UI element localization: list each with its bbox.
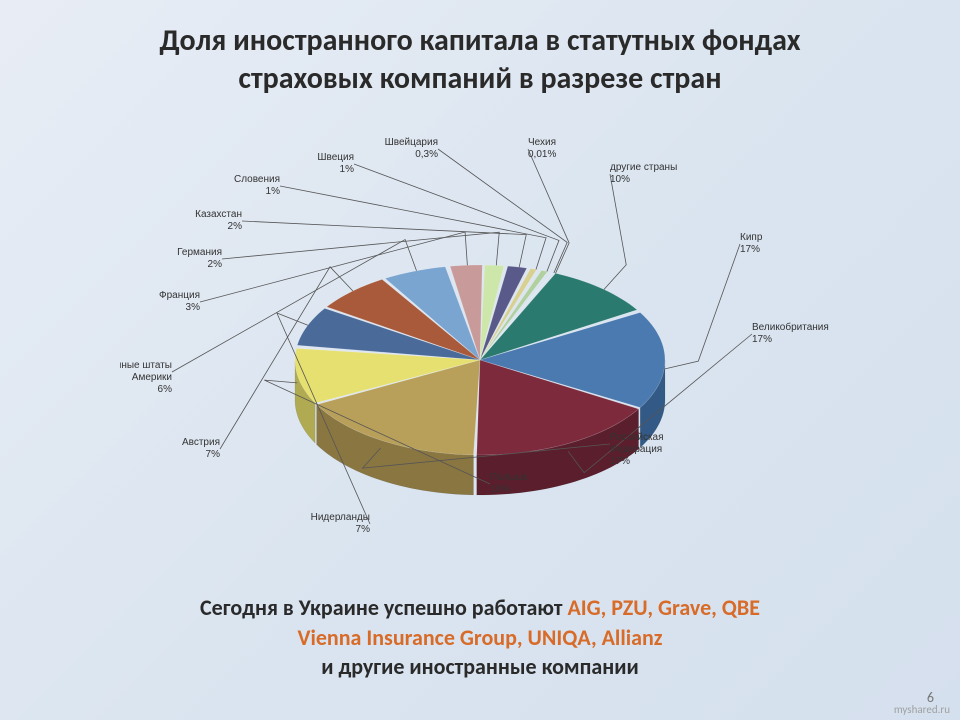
slice-label: Нидерланды7% bbox=[311, 512, 370, 535]
watermark: myshared.ru bbox=[894, 703, 950, 716]
caption-l2b: Vienna Insurance Group, UNIQA, Allianz bbox=[297, 624, 662, 651]
pie-chart-3d: Кипр17% Великобритания17% РоссийскаяФедера… bbox=[120, 120, 840, 560]
slice-label: другие страны10% bbox=[610, 162, 677, 185]
slice-label: Словения1% bbox=[234, 174, 280, 197]
slice-label: Чехия0,01% bbox=[528, 137, 556, 160]
slice-label: Швеция1% bbox=[317, 152, 354, 175]
title-line1: Доля иностранного капитала в статутных ф… bbox=[159, 22, 800, 59]
slice-label: Казахстан2% bbox=[195, 209, 242, 232]
caption-l3a: и другие иностранные компании bbox=[321, 653, 638, 680]
leader-line bbox=[665, 244, 740, 369]
caption-block: Сегодня в Украине успешно работают AIG, … bbox=[70, 593, 890, 682]
leader-line bbox=[604, 174, 626, 289]
leader-line bbox=[354, 164, 559, 271]
slice-label: Великобритания17% bbox=[752, 321, 829, 345]
title-line2: страховых компаний в разрезе стран bbox=[238, 60, 721, 97]
slice-label: Австрия7% bbox=[182, 437, 220, 460]
slice-label: Франция3% bbox=[159, 290, 200, 313]
caption-l1b: AIG, PZU, Grave, QBE bbox=[567, 594, 760, 621]
slice-label: Германия2% bbox=[177, 247, 222, 270]
slice-label: РоссийскаяФедерация17% bbox=[610, 432, 664, 467]
slice-label: Кипр17% bbox=[740, 232, 763, 255]
slide-title: Доля иностранного капитала в статутных ф… bbox=[0, 22, 960, 97]
leader-line bbox=[438, 149, 567, 273]
leader-line bbox=[242, 221, 526, 267]
leader-line bbox=[222, 232, 499, 265]
slice-label: Соединенные штатыАмерики6% bbox=[120, 360, 172, 395]
leader-line bbox=[528, 149, 569, 273]
caption-l1a: Сегодня в Украине успешно работают bbox=[200, 594, 567, 621]
slice-label: Швейцария0,3% bbox=[385, 137, 438, 160]
